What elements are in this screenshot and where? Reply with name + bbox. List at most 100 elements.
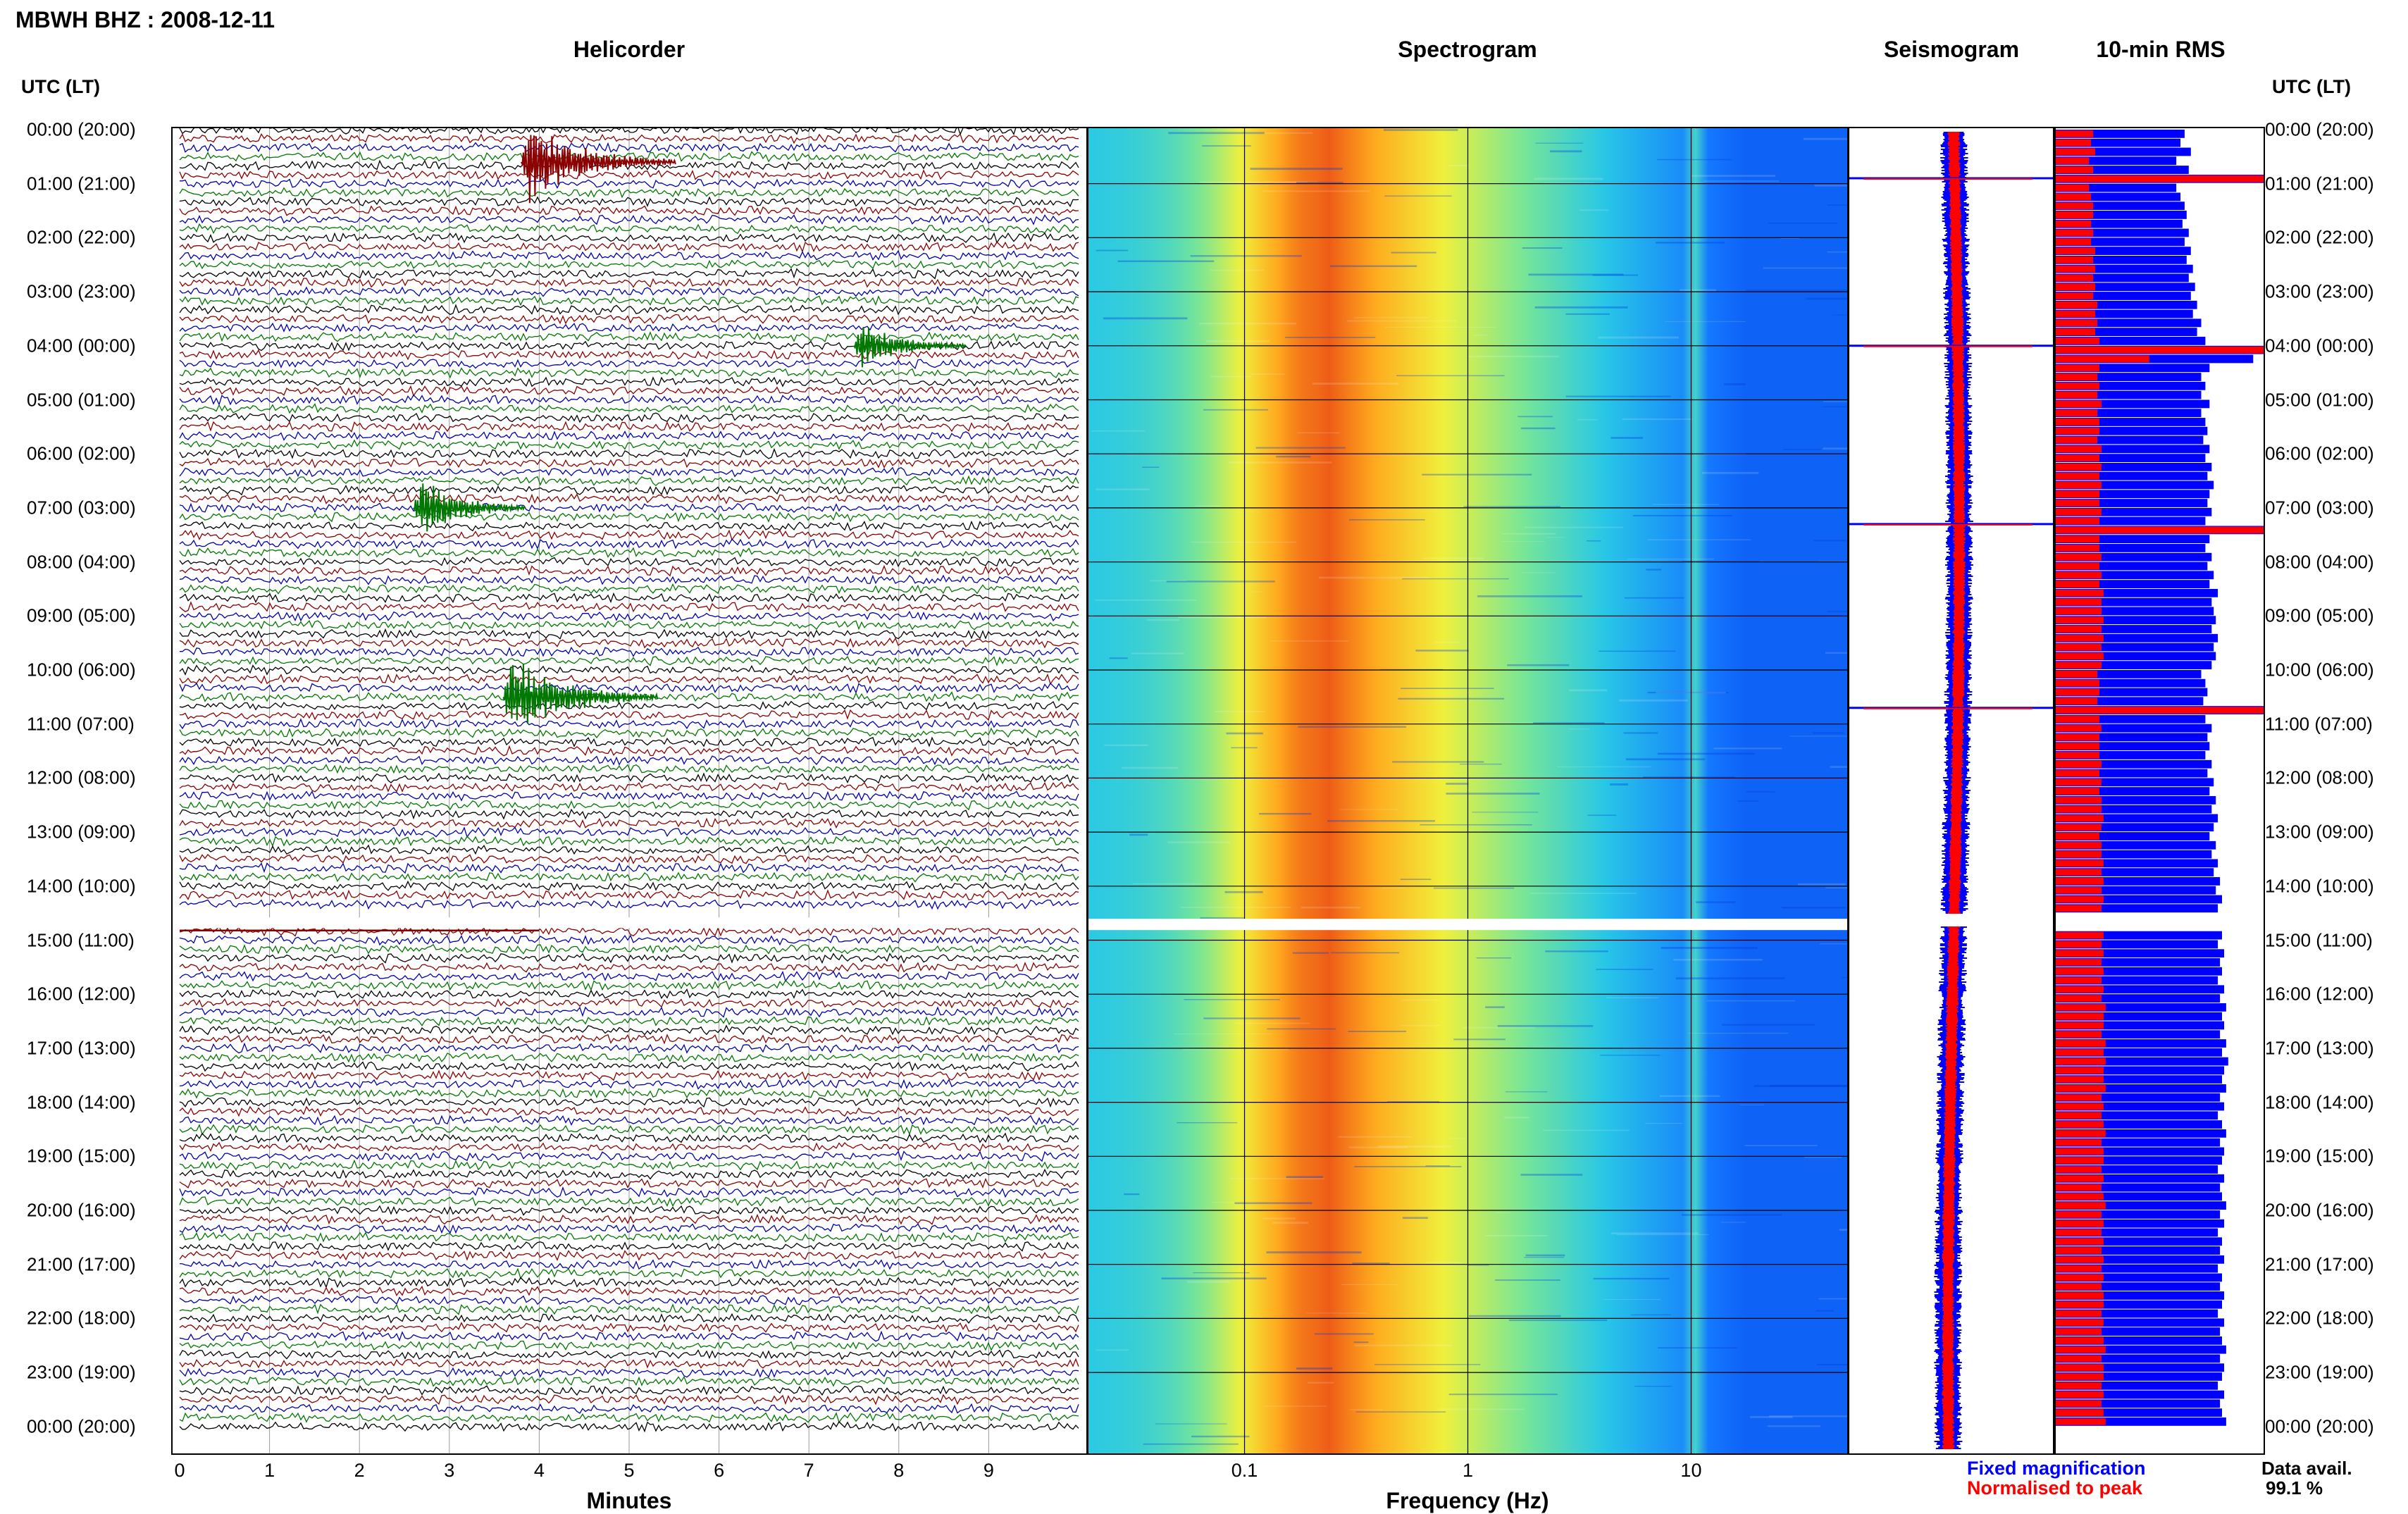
helicorder-trace bbox=[179, 223, 1079, 235]
rms-bar-normalised bbox=[2056, 1112, 2102, 1119]
spectrogram-noise bbox=[1816, 1310, 1835, 1312]
rms-bar-fixed bbox=[2056, 850, 2212, 859]
helicorder-trace bbox=[179, 304, 1079, 316]
spectrogram-noise bbox=[1623, 732, 1658, 734]
spectrogram-noise bbox=[1206, 340, 1270, 342]
hour-label: 12:00 (08:00) bbox=[27, 767, 136, 788]
spectrogram-noise bbox=[1234, 1022, 1310, 1024]
hour-label: 22:00 (18:00) bbox=[27, 1307, 136, 1329]
data-availability-label: Data avail. bbox=[2261, 1458, 2352, 1479]
spectrogram-noise bbox=[1314, 1333, 1374, 1335]
helicorder-trace bbox=[179, 439, 1079, 451]
helicorder-trace bbox=[179, 1006, 1079, 1018]
helicorder-trace bbox=[180, 709, 1079, 721]
spectrogram-noise bbox=[1577, 418, 1599, 421]
rms-bar-normalised bbox=[2056, 1121, 2104, 1128]
rms-bar-normalised bbox=[2056, 130, 2094, 137]
helicorder-trace bbox=[179, 673, 1079, 685]
rms-bar-normalised bbox=[2056, 1093, 2102, 1101]
rms-bar-fixed bbox=[2056, 309, 2193, 318]
helicorder-trace bbox=[179, 1141, 1079, 1153]
spectrogram-noise bbox=[1476, 957, 1511, 959]
spectrogram-noise bbox=[1354, 1165, 1462, 1167]
helicorder-trace bbox=[179, 1105, 1079, 1117]
rms-bar-normalised bbox=[2056, 373, 2097, 380]
hour-label: 15:00 (11:00) bbox=[27, 929, 135, 950]
helicorder-trace bbox=[179, 745, 1079, 757]
spectrogram-noise bbox=[1267, 1028, 1336, 1030]
spectrogram-noise bbox=[1348, 1146, 1408, 1148]
helicorder-trace bbox=[179, 520, 1079, 532]
rms-bar-fixed bbox=[2056, 949, 2224, 958]
spectrogram-noise bbox=[1599, 650, 1676, 652]
rms-bar-normalised bbox=[2056, 481, 2102, 489]
rms-bar-normalised bbox=[2056, 445, 2102, 453]
rms-bar-fixed bbox=[2056, 1084, 2226, 1093]
rms-bar-normalised bbox=[2056, 400, 2102, 408]
spectrogram-noise bbox=[1210, 269, 1265, 271]
spectrogram-noise bbox=[1446, 793, 1540, 795]
rms-bar-normalised bbox=[2056, 1184, 2102, 1191]
rms-bar-fixed bbox=[2056, 994, 2221, 1003]
rms-bar-normalised bbox=[2056, 616, 2104, 624]
spectrogram-noise bbox=[1522, 572, 1556, 573]
rms-bar-normalised bbox=[2056, 1247, 2102, 1254]
rms-bar-fixed bbox=[2056, 1075, 2222, 1084]
rms-bar-fixed bbox=[2056, 454, 2206, 462]
spectrogram-noise bbox=[1543, 1129, 1630, 1131]
helicorder-trace bbox=[179, 1097, 1079, 1108]
seismogram-title: Seismogram bbox=[1883, 37, 2020, 62]
spectrogram-noise bbox=[1749, 1415, 1793, 1418]
helicorder-plot bbox=[173, 128, 1086, 1453]
helicorder-trace bbox=[179, 601, 1079, 613]
rms-panel bbox=[2054, 127, 2265, 1455]
spectrogram-noise bbox=[1094, 599, 1197, 601]
helicorder-trace bbox=[179, 790, 1079, 802]
rms-bar-normalised bbox=[2056, 1274, 2104, 1282]
rms-bar-normalised bbox=[2056, 581, 2099, 588]
spectrogram-noise bbox=[1804, 1155, 1842, 1158]
rms-bar-fixed bbox=[2056, 1138, 2221, 1147]
rms-bar-fixed bbox=[2056, 1390, 2224, 1399]
helicorder-trace bbox=[179, 1267, 1079, 1279]
helicorder-trace bbox=[179, 781, 1079, 793]
helicorder-gap bbox=[173, 917, 1086, 929]
rms-bar-normalised bbox=[2056, 905, 2102, 912]
hour-label: 00:00 (20:00) bbox=[27, 1415, 136, 1437]
spectrogram-noise bbox=[1797, 883, 1846, 886]
spectrogram-noise bbox=[1103, 317, 1188, 320]
spectrogram-noise bbox=[1767, 1425, 1821, 1427]
spectrogram-noise bbox=[1616, 1234, 1709, 1236]
spectrogram-noise bbox=[1251, 373, 1285, 375]
spectrogram-noise bbox=[1167, 841, 1230, 843]
spectrogram-noise bbox=[1161, 1277, 1267, 1279]
helicorder-trace bbox=[179, 953, 1079, 964]
rms-bar-fixed bbox=[2056, 958, 2221, 967]
rms-bar-fixed bbox=[2056, 409, 2202, 418]
spectrogram-noise bbox=[1530, 893, 1637, 894]
helicorder-trace bbox=[179, 682, 1079, 695]
rms-bar-fixed bbox=[2056, 516, 2206, 526]
spectrogram-noise bbox=[1619, 699, 1688, 702]
spectrogram-noise bbox=[1215, 711, 1265, 712]
spectrogram-noise bbox=[1117, 260, 1215, 263]
rms-bar-normalised bbox=[2056, 1355, 2102, 1363]
rms-bar-normalised bbox=[2056, 265, 2095, 273]
helicorder-trace bbox=[179, 1132, 1079, 1144]
spectrogram-noise bbox=[1250, 591, 1265, 592]
spectrogram-noise bbox=[1763, 267, 1847, 269]
rms-bar-fixed bbox=[2056, 1219, 2224, 1228]
helicorder-trace bbox=[179, 1367, 1079, 1379]
spectrogram-noise bbox=[1768, 222, 1837, 224]
spectrogram-noise bbox=[1212, 1202, 1257, 1203]
helicorder-trace bbox=[179, 564, 1079, 577]
rms-bar-normalised bbox=[2056, 589, 2104, 597]
rms-bar-normalised bbox=[2056, 1283, 2102, 1291]
rms-bar-normalised bbox=[2056, 707, 2264, 714]
spectrogram-noise bbox=[1190, 255, 1302, 257]
rms-bar-normalised bbox=[2056, 409, 2097, 417]
rms-bar-fixed bbox=[2056, 823, 2214, 832]
spectrogram-noise bbox=[1341, 1284, 1398, 1286]
rms-bar-normalised bbox=[2056, 1157, 2104, 1165]
hour-label: 00:00 (20:00) bbox=[2265, 118, 2374, 140]
